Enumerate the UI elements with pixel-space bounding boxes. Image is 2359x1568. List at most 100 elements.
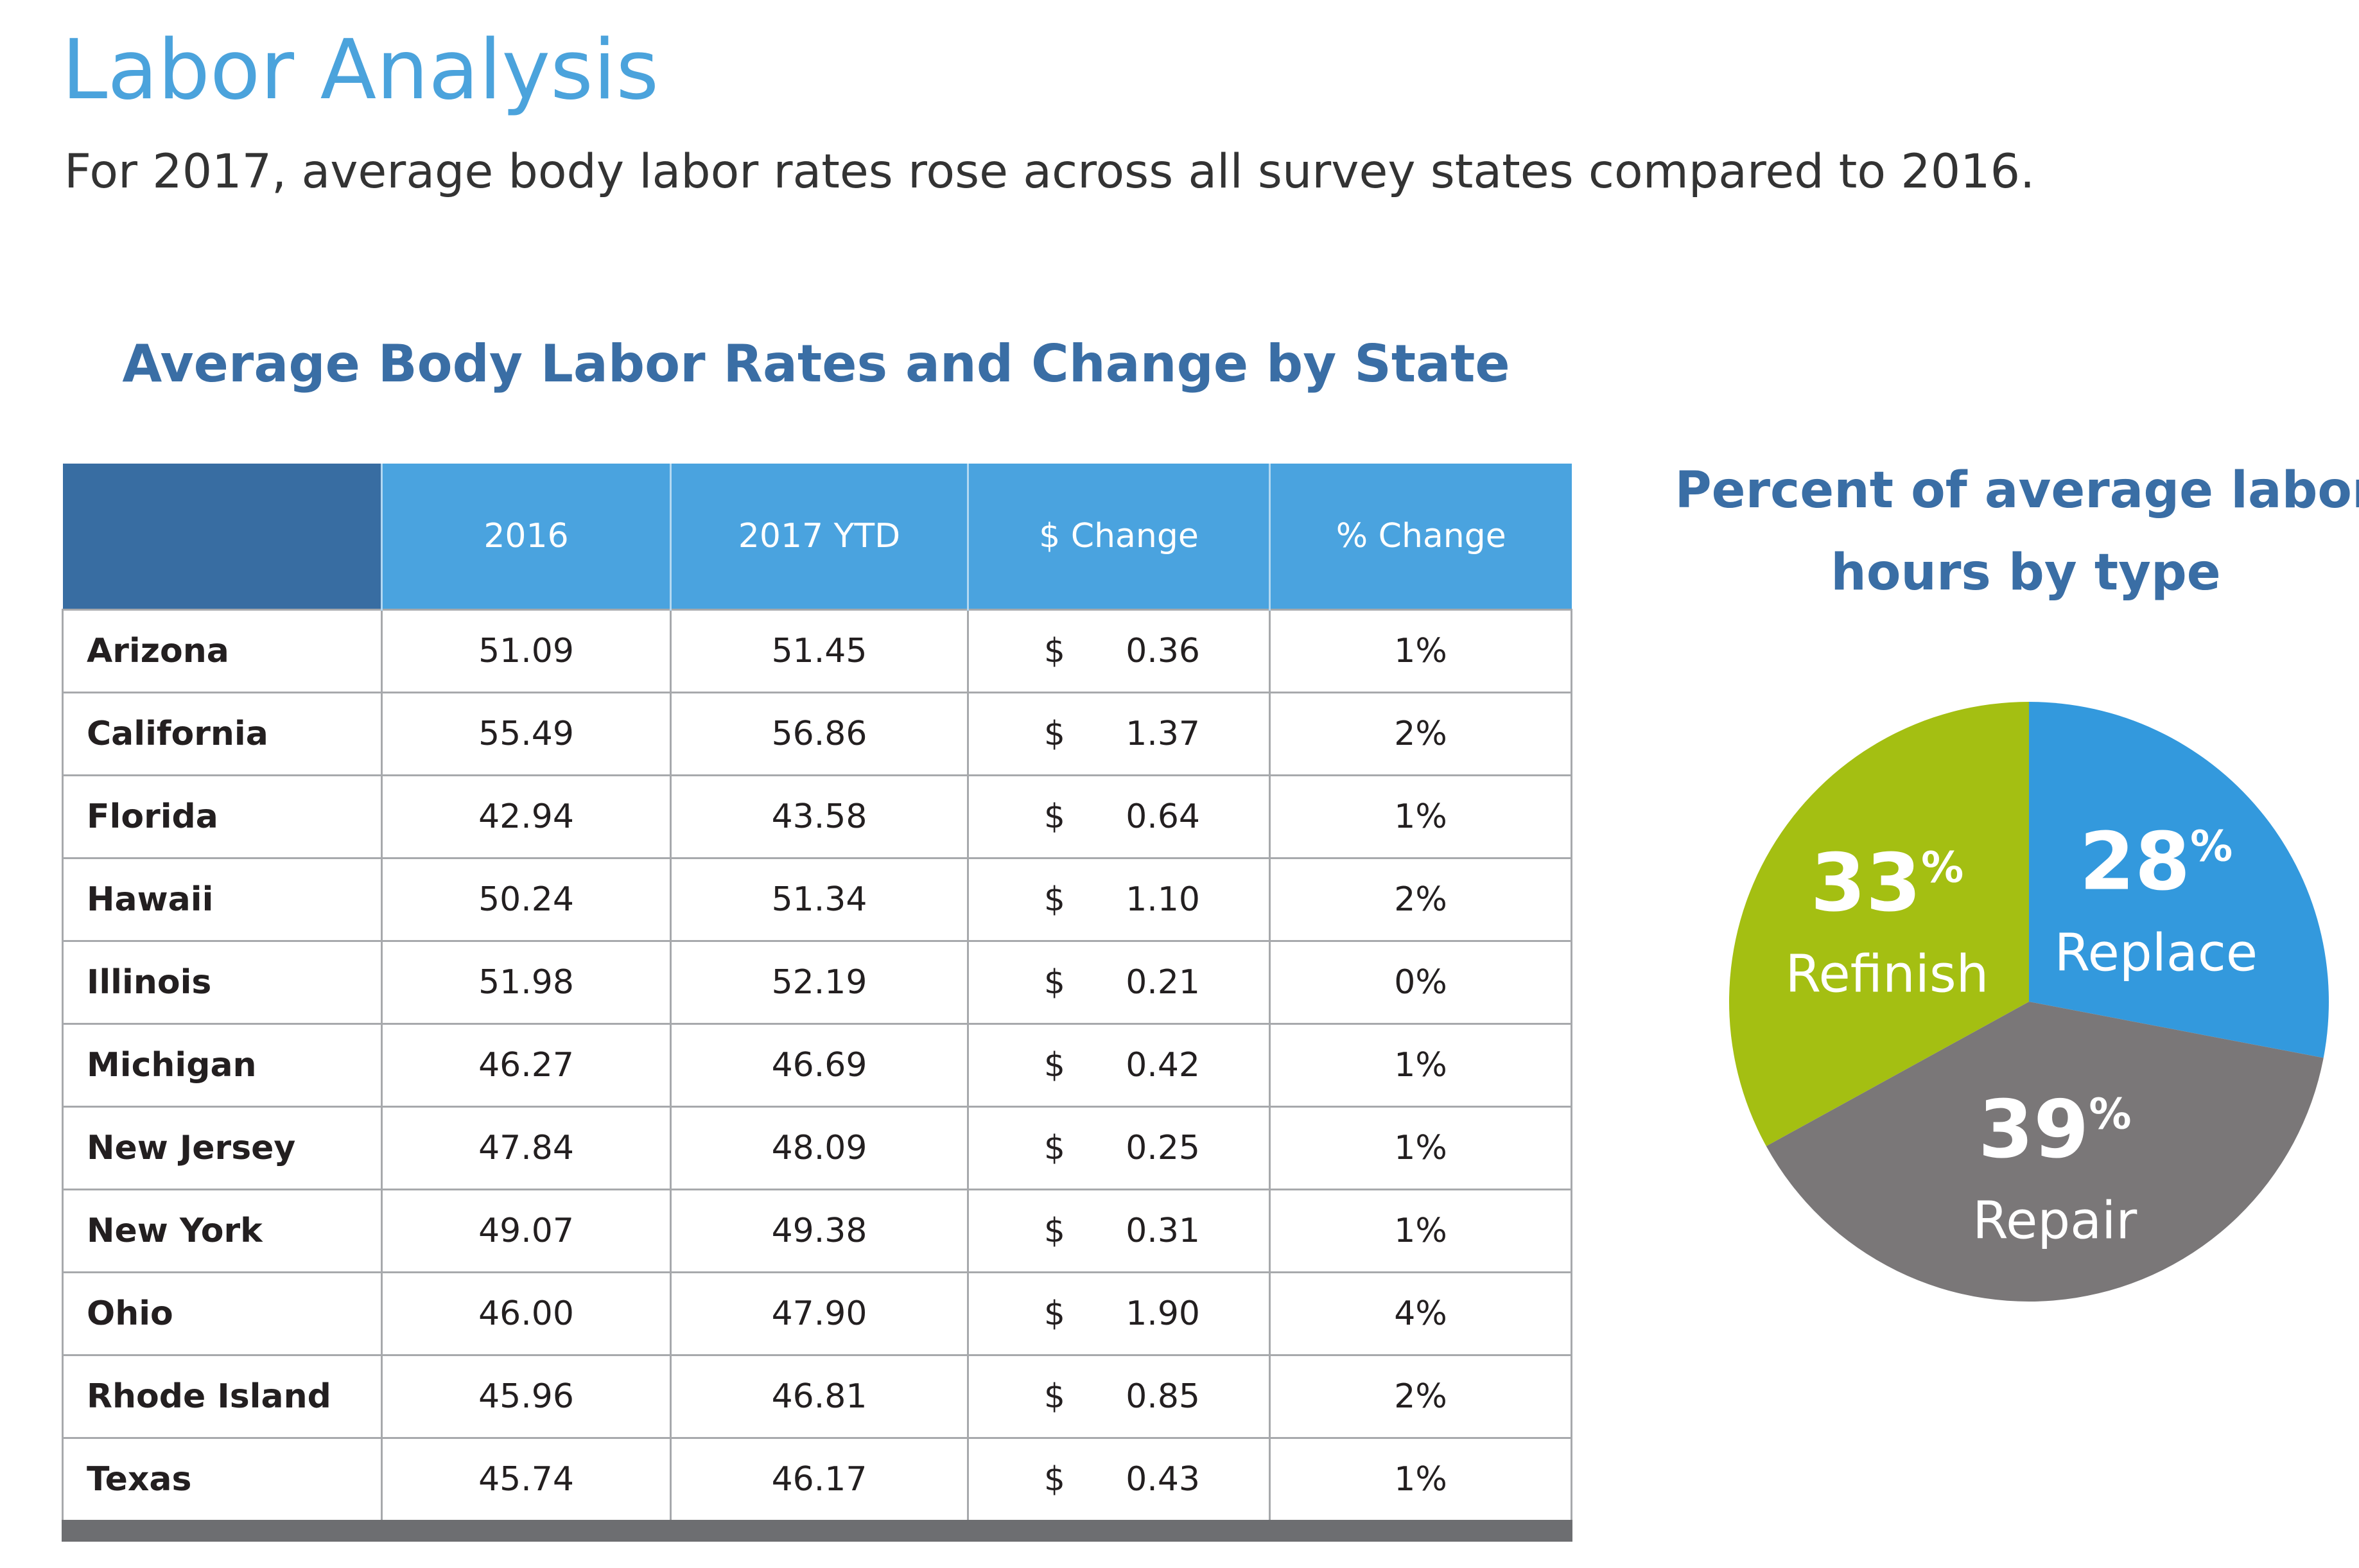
labor-rates-table: 2016 2017 YTD $ Change % Change Arizona 5…: [62, 464, 1572, 1542]
currency-symbol: $: [1043, 797, 1065, 836]
percent-change-cell: 1%: [1269, 1106, 1572, 1190]
dollar-change-amount: 1.10: [1126, 880, 1200, 919]
pie-title: Percent of average labor hours by type: [1663, 449, 2359, 614]
pie-value-number: 28: [2080, 815, 2191, 908]
pie-value-percent-sign: %: [1921, 842, 1963, 892]
rate-2016-cell: 46.27: [381, 1023, 672, 1108]
currency-symbol: $: [1043, 1377, 1065, 1416]
currency-symbol: $: [1043, 1460, 1065, 1499]
rate-2017-cell: 43.58: [670, 774, 969, 859]
dollar-change-cell: $0.31: [967, 1189, 1271, 1273]
dollar-change-amount: 0.25: [1126, 1129, 1200, 1167]
currency-symbol: $: [1043, 1129, 1065, 1167]
table-row: Illinois 51.98 52.19 $0.21 0%: [62, 940, 1572, 1025]
state-name-cell: Arizona: [62, 609, 383, 693]
header-dollar-change: $ Change: [967, 464, 1270, 610]
dollar-change-amount: 0.31: [1126, 1212, 1200, 1250]
rate-2017-cell: 46.81: [670, 1354, 969, 1439]
dollar-change-cell: $0.64: [967, 774, 1271, 859]
percent-change-cell: 2%: [1269, 857, 1572, 942]
percent-change-cell: 1%: [1269, 1189, 1572, 1273]
dollar-change-cell: $0.36: [967, 609, 1271, 693]
rate-2016-cell: 42.94: [381, 774, 672, 859]
dollar-change-cell: $0.43: [967, 1437, 1271, 1532]
table-title: Average Body Labor Rates and Change by S…: [122, 334, 1510, 394]
table-row: Texas 45.74 46.17 $0.43 1%: [62, 1437, 1572, 1532]
rate-2017-cell: 51.34: [670, 857, 969, 942]
pie-value-number: 39: [1978, 1084, 2089, 1176]
state-name-cell: Ohio: [62, 1271, 383, 1356]
state-name-cell: New York: [62, 1189, 383, 1273]
dollar-change-cell: $0.42: [967, 1023, 1271, 1108]
header-corner: [62, 464, 382, 610]
state-name-cell: Hawaii: [62, 857, 383, 942]
rate-2016-cell: 47.84: [381, 1106, 672, 1190]
table-row: Rhode Island 45.96 46.81 $0.85 2%: [62, 1354, 1572, 1439]
rate-2017-cell: 46.17: [670, 1437, 969, 1532]
table-header-row: 2016 2017 YTD $ Change % Change: [62, 464, 1572, 610]
pie-title-line-1: Percent of average labor: [1675, 462, 2359, 519]
percent-change-cell: 1%: [1269, 609, 1572, 693]
table-row: New Jersey 47.84 48.09 $0.25 1%: [62, 1106, 1572, 1190]
state-name-cell: California: [62, 692, 383, 776]
rate-2016-cell: 50.24: [381, 857, 672, 942]
header-2017-ytd: 2017 YTD: [670, 464, 968, 610]
dollar-change-cell: $1.90: [967, 1271, 1271, 1356]
currency-symbol: $: [1043, 880, 1065, 919]
rate-2017-cell: 49.38: [670, 1189, 969, 1273]
rate-2016-cell: 51.09: [381, 609, 672, 693]
pie-value-label: 28%: [2080, 815, 2233, 908]
header-percent-change: % Change: [1269, 464, 1572, 610]
dollar-change-amount: 0.42: [1126, 1046, 1200, 1085]
intro-text: For 2017, average body labor rates rose …: [64, 144, 2035, 199]
percent-change-cell: 4%: [1269, 1271, 1572, 1356]
state-name-cell: Florida: [62, 774, 383, 859]
percent-change-cell: 2%: [1269, 1354, 1572, 1439]
rate-2017-cell: 46.69: [670, 1023, 969, 1108]
table-row: New York 49.07 49.38 $0.31 1%: [62, 1189, 1572, 1273]
page-title: Labor Analysis: [62, 22, 659, 118]
table-row: Ohio 46.00 47.90 $1.90 4%: [62, 1271, 1572, 1356]
pie-value-percent-sign: %: [2190, 821, 2233, 871]
percent-change-cell: 1%: [1269, 1437, 1572, 1532]
dollar-change-cell: $0.21: [967, 940, 1271, 1025]
table-row: Hawaii 50.24 51.34 $1.10 2%: [62, 857, 1572, 942]
percent-change-cell: 1%: [1269, 774, 1572, 859]
dollar-change-amount: 0.85: [1126, 1377, 1200, 1416]
dollar-change-amount: 0.36: [1126, 632, 1200, 670]
labor-hours-pie-chart: 28% Replace 39% Repair 33% Refinish: [1729, 702, 2329, 1302]
pie-value-number: 33: [1811, 837, 1922, 929]
table-row: Florida 42.94 43.58 $0.64 1%: [62, 774, 1572, 859]
pie-slice-repair: [1766, 1002, 2324, 1302]
rate-2016-cell: 45.96: [381, 1354, 672, 1439]
state-name-cell: New Jersey: [62, 1106, 383, 1190]
rate-2016-cell: 49.07: [381, 1189, 672, 1273]
rate-2016-cell: 45.74: [381, 1437, 672, 1532]
rate-2017-cell: 51.45: [670, 609, 969, 693]
percent-change-cell: 2%: [1269, 692, 1572, 776]
dollar-change-amount: 0.21: [1126, 963, 1200, 1002]
currency-symbol: $: [1043, 715, 1065, 753]
pie-slice-refinish: [1729, 702, 2029, 1146]
pie-category-label: Refinish: [1785, 944, 1989, 1004]
dollar-change-amount: 0.43: [1126, 1460, 1200, 1499]
dollar-change-cell: $1.10: [967, 857, 1271, 942]
dollar-change-amount: 0.64: [1126, 797, 1200, 836]
dollar-change-cell: $1.37: [967, 692, 1271, 776]
currency-symbol: $: [1043, 1212, 1065, 1250]
pie-value-percent-sign: %: [2089, 1090, 2131, 1139]
rate-2017-cell: 48.09: [670, 1106, 969, 1190]
rate-2017-cell: 47.90: [670, 1271, 969, 1356]
state-name-cell: Texas: [62, 1437, 383, 1532]
rate-2017-cell: 52.19: [670, 940, 969, 1025]
rate-2016-cell: 55.49: [381, 692, 672, 776]
pie-title-line-2: hours by type: [1831, 544, 2221, 602]
rate-2016-cell: 46.00: [381, 1271, 672, 1356]
percent-change-cell: 1%: [1269, 1023, 1572, 1108]
pie-category-label: Repair: [1972, 1191, 2137, 1251]
percent-change-cell: 0%: [1269, 940, 1572, 1025]
rate-2016-cell: 51.98: [381, 940, 672, 1025]
currency-symbol: $: [1043, 632, 1065, 670]
rate-2017-cell: 56.86: [670, 692, 969, 776]
state-name-cell: Rhode Island: [62, 1354, 383, 1439]
